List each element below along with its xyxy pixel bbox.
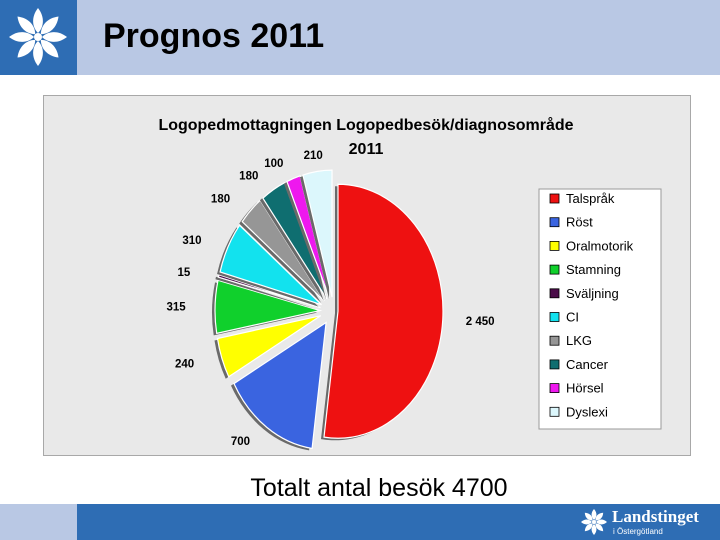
pie-slice-shadow-svaljning bbox=[215, 276, 318, 310]
legend-swatch-stamning bbox=[549, 264, 560, 275]
footer-left-block bbox=[0, 504, 77, 540]
chart-frame: Logopedmottagningen Logopedbesök/diagnos… bbox=[43, 95, 691, 456]
legend-label-dyslexi: Dyslexi bbox=[566, 404, 608, 419]
slice-label-oralmotorik: 240 bbox=[175, 359, 194, 371]
pie-slices bbox=[212, 169, 444, 451]
legend-swatch-oralmotorik bbox=[549, 240, 560, 251]
footer-snowflake-icon bbox=[581, 509, 607, 535]
footer-org-sub: i Östergötland bbox=[613, 527, 663, 536]
legend-label-horsel: Hörsel bbox=[566, 381, 604, 396]
pie-slice-oralmotorik bbox=[216, 315, 322, 378]
slice-label-stamning: 315 bbox=[166, 301, 186, 313]
chart-title-line-1: Logopedmottagningen Logopedbesök/diagnos… bbox=[158, 116, 573, 134]
chart-legend: Talspråk Röst Oralmotorik Stamning Sväljning… bbox=[538, 188, 662, 430]
chart-title-line-2: 2011 bbox=[349, 141, 384, 158]
legend-swatch-lkg bbox=[549, 335, 560, 346]
legend-label-svaljning: Sväljning bbox=[566, 286, 619, 301]
pie-slice-horsel bbox=[286, 175, 330, 299]
header-band bbox=[0, 0, 720, 75]
slice-label-svaljning: 15 bbox=[177, 267, 190, 279]
legend-label-oralmotorik: Oralmotorik bbox=[566, 238, 634, 253]
legend-label-lkg: LKG bbox=[566, 333, 592, 348]
legend-label-stamning: Stamning bbox=[566, 262, 621, 277]
legend-label-ci: CI bbox=[566, 310, 579, 325]
pie-chart: Logopedmottagningen Logopedbesök/diagnos… bbox=[158, 116, 662, 451]
legend-swatch-talsprak bbox=[549, 193, 560, 204]
legend-swatch-dyslexi bbox=[549, 406, 560, 417]
legend-label-rost: Röst bbox=[566, 215, 593, 230]
total-visits-text: Totalt antal besök 4700 bbox=[250, 474, 508, 502]
pie-slice-talsprak bbox=[323, 183, 444, 439]
legend-label-cancer: Cancer bbox=[566, 357, 609, 372]
pie-slice-svaljning bbox=[217, 274, 321, 309]
slide-title: Prognos 2011 bbox=[103, 17, 325, 55]
legend-swatch-rost bbox=[549, 217, 560, 228]
slice-label-horsel: 100 bbox=[264, 158, 283, 170]
slice-label-ci: 310 bbox=[182, 235, 201, 247]
pie-slice-rost bbox=[233, 321, 327, 450]
slice-label-cancer: 180 bbox=[239, 170, 258, 182]
legend-label-talsprak: Talspråk bbox=[566, 191, 615, 206]
snowflake-logo-icon bbox=[9, 8, 67, 66]
legend-swatch-horsel bbox=[549, 383, 560, 394]
slice-label-lkg: 180 bbox=[211, 194, 230, 206]
pie-slice-cancer bbox=[262, 181, 328, 300]
slice-label-rost: 700 bbox=[231, 436, 250, 448]
pie-slice-stamning bbox=[214, 279, 323, 335]
pie-slice-dyslexi bbox=[302, 169, 333, 298]
landsting-logo bbox=[0, 0, 77, 75]
footer-org-name: Landstinget bbox=[612, 507, 699, 526]
pie-slice-labels: 2 450 700 240 315 15 310 180 180 100 210 bbox=[166, 150, 494, 448]
pie-slice-shadow-horsel bbox=[283, 177, 327, 300]
slice-label-talsprak: 2 450 bbox=[466, 316, 495, 328]
legend-swatch-ci bbox=[549, 312, 560, 322]
legend-swatch-svaljning bbox=[549, 288, 560, 299]
slice-label-dyslexi: 210 bbox=[304, 150, 323, 162]
legend-swatch-cancer bbox=[549, 359, 560, 370]
pie-slice-ci bbox=[219, 224, 322, 306]
